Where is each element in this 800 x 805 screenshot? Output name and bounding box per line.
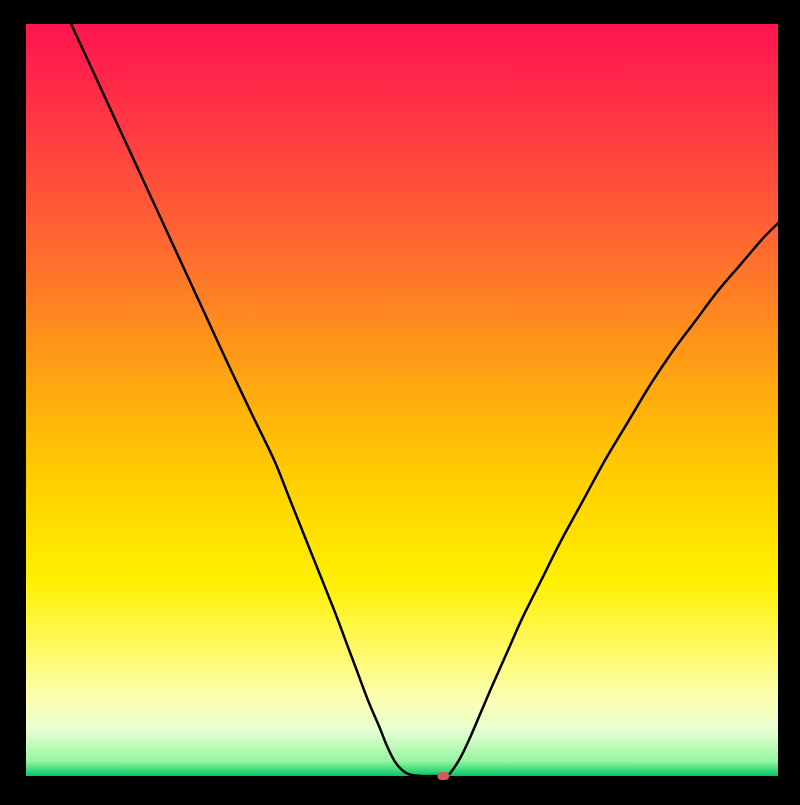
plot-background xyxy=(26,24,778,776)
optimal-marker xyxy=(437,772,449,780)
watermark: TheBottlenecker.com xyxy=(593,3,795,26)
chart-svg xyxy=(0,0,800,800)
chart-container: TheBottlenecker.com xyxy=(0,0,800,800)
